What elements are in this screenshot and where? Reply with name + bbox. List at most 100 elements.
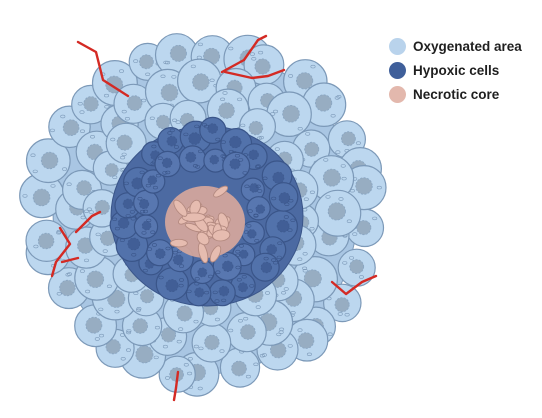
oxygenated-cell-organelle: [281, 291, 287, 295]
hypoxic-cell-nucleus: [161, 157, 173, 169]
legend-label-necrotic: Necrotic core: [413, 86, 500, 102]
hypoxic-cell-nucleus: [278, 192, 291, 204]
oxygenated-cell-organelle: [114, 309, 120, 314]
hypoxic-cell-nucleus: [194, 287, 205, 298]
hypoxic-cell: [199, 116, 227, 144]
oxygenated-cell-organelle: [325, 195, 331, 199]
oxygenated-cell-organelle: [85, 289, 91, 294]
oxygenated-cell-organelle: [145, 72, 151, 77]
hypoxic-cell-organelle: [140, 209, 146, 214]
oxygenated-cell-organelle: [302, 266, 308, 270]
oxygenated-cell-organelle: [104, 105, 110, 109]
blood-vessel: [60, 256, 80, 264]
hypoxic-cell-organelle: [249, 284, 255, 288]
hypoxic-cell: [240, 177, 265, 202]
hypoxic-cell-organelle: [157, 156, 163, 160]
oxygenated-cell-nucleus: [32, 188, 51, 207]
hypoxic-cell-nucleus: [221, 260, 234, 273]
oxygenated-cell-organelle: [98, 307, 104, 312]
oxygenated-cell-nucleus: [248, 120, 264, 136]
oxygenated-cell: [25, 219, 68, 262]
oxygenated-cell-organelle: [95, 232, 101, 237]
necrotic-swatch: [389, 85, 406, 103]
oxygenated-cell-organelle: [149, 116, 155, 121]
oxygenated-cell-organelle: [183, 363, 189, 367]
hypoxic-cell-organelle: [263, 256, 269, 261]
hypoxic-cell: [140, 169, 166, 194]
hypoxic-cell-organelle: [254, 239, 260, 243]
hypoxic-cell-organelle: [271, 196, 277, 201]
hypoxic-cell-organelle: [235, 265, 241, 270]
hypoxic-cell-organelle: [208, 274, 214, 279]
hypoxic-cell-nucleus: [266, 244, 278, 255]
oxygenated-cell-nucleus: [160, 83, 179, 102]
hypoxic-cell-organelle: [145, 183, 151, 188]
oxygenated-cell-nucleus: [295, 72, 314, 90]
oxygenated-cell-organelle: [175, 120, 181, 124]
oxygenated-cell-nucleus: [322, 168, 341, 187]
hypoxic-cell-organelle: [255, 164, 261, 168]
blood-vessel: [74, 210, 102, 234]
oxygenated-cell-organelle: [104, 93, 110, 98]
hypoxic-cell: [178, 145, 207, 173]
hypoxic-cell: [250, 252, 280, 282]
oxygenated-cell-organelle: [243, 317, 249, 321]
oxygenated-cell-nucleus: [62, 119, 80, 136]
hypoxic-cell-organelle: [158, 275, 164, 280]
hypoxic-cell-organelle: [288, 199, 294, 203]
oxygenated-cell-organelle: [306, 352, 312, 356]
oxygenated-cell-organelle: [214, 317, 220, 322]
oxygenated-cell-nucleus: [303, 269, 322, 288]
hypoxic-cell-nucleus: [172, 254, 184, 266]
necrotic-fragment: [173, 199, 188, 217]
oxygenated-cell-organelle: [335, 150, 341, 154]
oxygenated-cell-organelle: [65, 273, 71, 277]
oxygenated-cell-organelle: [358, 275, 364, 279]
legend-label-hypoxic: Hypoxic cells: [413, 62, 500, 78]
hypoxic-cell-organelle: [234, 154, 240, 158]
oxygenated-cell-organelle: [240, 123, 246, 128]
oxygenated-cell-nucleus: [116, 134, 133, 151]
hypoxic-cell-nucleus: [122, 198, 134, 210]
oxygenated-cell-organelle: [348, 256, 354, 260]
hypoxic-cell-organelle: [242, 171, 248, 175]
oxygenated-cell: [219, 347, 261, 388]
oxygenated-cell-organelle: [198, 346, 204, 351]
necrotic-fragment: [213, 185, 229, 198]
hypoxic-cell-nucleus: [209, 154, 220, 165]
necrotic-fragment: [169, 238, 188, 248]
hypoxic-cell-organelle: [165, 170, 171, 175]
oxygenated-cell-organelle: [30, 153, 36, 157]
oxygenated-cell-organelle: [274, 147, 280, 151]
hypoxic-cell-organelle: [147, 247, 153, 251]
oxygenated-cell-organelle: [112, 175, 118, 179]
hypoxic-cell: [212, 251, 242, 281]
oxygenated-cell-organelle: [80, 129, 86, 133]
oxygenated-cell-organelle: [136, 307, 142, 311]
oxygenated-cell-organelle: [376, 185, 382, 190]
oxygenated-cell-organelle: [251, 57, 257, 61]
hypoxic-cell-organelle: [192, 164, 198, 168]
oxygenated-cell-nucleus: [282, 105, 300, 123]
necrotic-core: [165, 185, 245, 264]
oxygenated-cell-organelle: [309, 190, 315, 195]
oxygenated-cell-organelle: [84, 258, 90, 263]
oxygenated-cell-organelle: [338, 197, 344, 201]
oxygenated-cell-organelle: [303, 197, 309, 201]
oxygenated-cell-organelle: [337, 312, 343, 316]
oxygenated-cell-organelle: [258, 135, 264, 140]
oxygenated-cell-organelle: [238, 319, 244, 323]
hypoxic-cell-nucleus: [276, 219, 290, 233]
oxygenated-cell-organelle: [154, 325, 160, 330]
oxygenated-cell-nucleus: [334, 297, 350, 313]
hypoxic-cell-organelle: [183, 132, 189, 137]
hypoxic-cell: [157, 126, 185, 154]
oxygenated-cell-organelle: [141, 98, 147, 103]
oxygenated-cell-organelle: [220, 97, 226, 102]
hypoxic-cell: [265, 209, 299, 243]
hypoxic-cell-nucleus: [247, 229, 257, 239]
oxygenated-cell-organelle: [102, 249, 108, 253]
oxygenated-cell-nucleus: [231, 360, 247, 377]
hypoxic-cell-organelle: [139, 170, 145, 175]
oxygenated-cell-organelle: [264, 291, 270, 295]
